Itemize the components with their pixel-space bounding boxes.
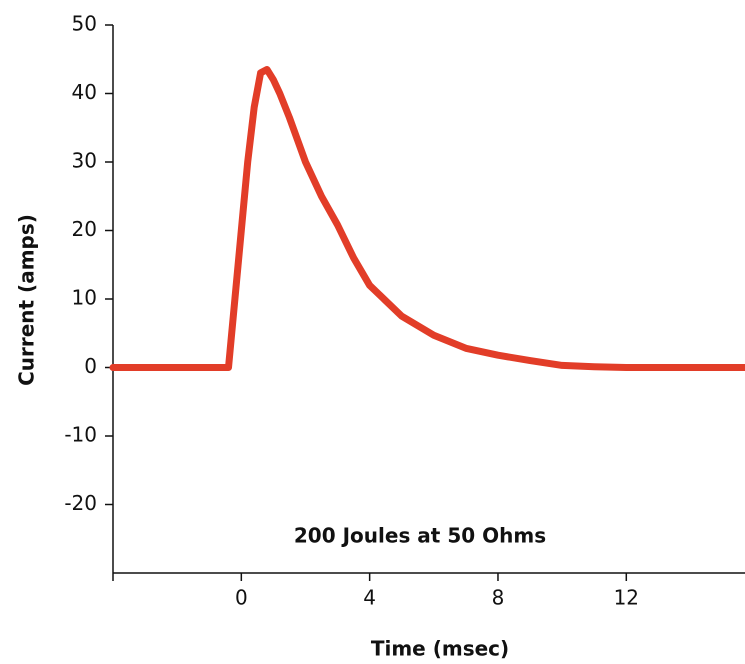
annotation: 200 Joules at 50 Ohms bbox=[294, 524, 546, 548]
x-tick-label: 4 bbox=[363, 586, 376, 610]
y-tick-label: 0 bbox=[84, 354, 97, 378]
x-tick-label: 12 bbox=[614, 586, 639, 610]
x-tick-label: 0 bbox=[235, 586, 248, 610]
y-tick-label: 10 bbox=[72, 286, 97, 310]
y-tick-label: 40 bbox=[72, 80, 97, 104]
y-tick-label: -10 bbox=[64, 423, 97, 447]
y-tick-label: 50 bbox=[72, 12, 97, 36]
y-tick-label: 20 bbox=[72, 217, 97, 241]
y-axis-label: Current (amps) bbox=[15, 214, 39, 386]
x-tick-label: 8 bbox=[492, 586, 505, 610]
current-line bbox=[109, 66, 745, 371]
y-tick-label: -20 bbox=[64, 491, 97, 515]
x-axis-label: Time (msec) bbox=[371, 637, 509, 661]
y-tick-label: 30 bbox=[72, 149, 97, 173]
